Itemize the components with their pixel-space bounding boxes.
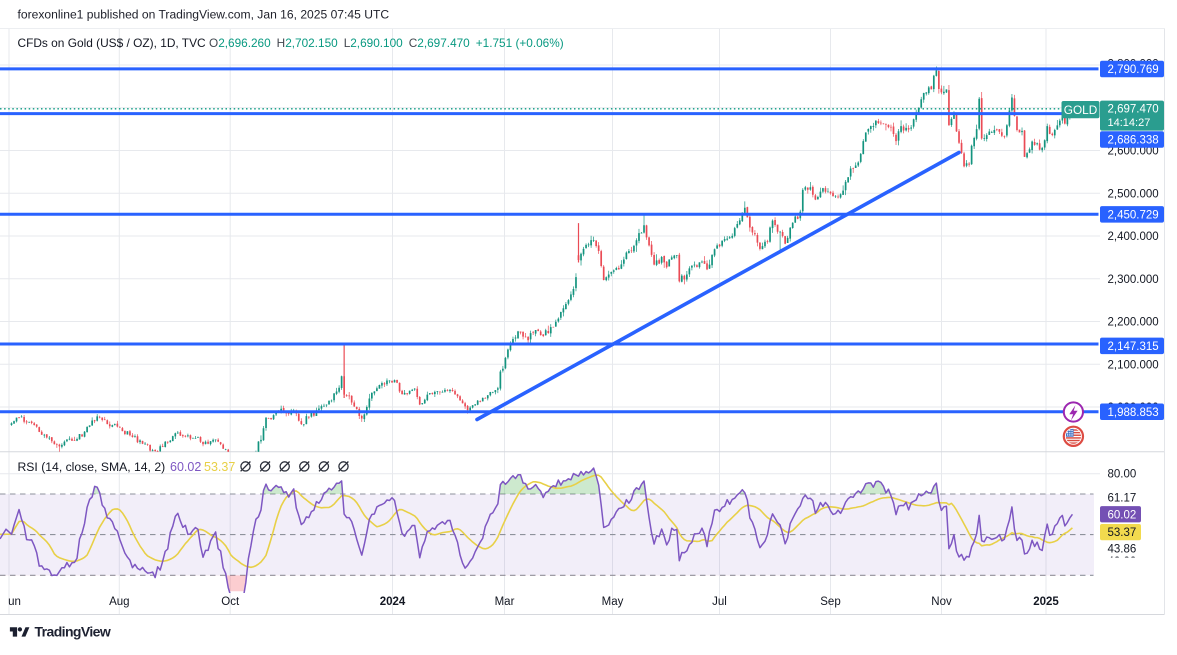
svg-text:53.37: 53.37: [1108, 527, 1137, 539]
svg-text:2,450.729: 2,450.729: [1108, 209, 1159, 221]
svg-text:2,697.470: 2,697.470: [1108, 104, 1159, 116]
svg-text:80.00: 80.00: [1108, 469, 1137, 481]
svg-text:2,790.769: 2,790.769: [1108, 64, 1159, 76]
svg-text:Aug: Aug: [109, 596, 129, 608]
svg-text:2,300.000: 2,300.000: [1108, 274, 1159, 286]
svg-text:RSI (14, close, SMA, 14, 2): RSI (14, close, SMA, 14, 2): [18, 460, 166, 474]
svg-text:60.02: 60.02: [170, 460, 201, 474]
svg-text:Nov: Nov: [931, 596, 952, 608]
svg-text:2,686.338: 2,686.338: [1108, 135, 1159, 147]
svg-text:2024: 2024: [380, 596, 406, 608]
svg-text:2,100.000: 2,100.000: [1108, 359, 1159, 371]
svg-text:14:14:27: 14:14:27: [1108, 117, 1151, 129]
svg-text:43.86: 43.86: [1108, 544, 1137, 556]
svg-text:2,200.000: 2,200.000: [1108, 317, 1159, 329]
svg-text:61.17: 61.17: [1108, 493, 1137, 505]
svg-text:53.37: 53.37: [204, 460, 235, 474]
svg-text:Sep: Sep: [820, 596, 840, 608]
svg-text:1,988.853: 1,988.853: [1108, 407, 1159, 419]
svg-text:2,147.315: 2,147.315: [1108, 341, 1159, 353]
svg-text:Oct: Oct: [221, 596, 240, 608]
svg-text:un: un: [8, 596, 21, 608]
svg-text:forexonline1 published on Trad: forexonline1 published on TradingView.co…: [18, 8, 390, 22]
svg-text:2,600.000: 2,600.000: [1108, 146, 1159, 158]
svg-text:CFDs on Gold (US$ / OZ), 1D, T: CFDs on Gold (US$ / OZ), 1D, TVC: [18, 36, 207, 50]
svg-text:60.02: 60.02: [1108, 509, 1137, 521]
svg-text:2,500.000: 2,500.000: [1108, 188, 1159, 200]
svg-text:TradingView: TradingView: [35, 624, 111, 640]
svg-text:2,400.000: 2,400.000: [1108, 231, 1159, 243]
svg-text:May: May: [602, 596, 624, 608]
svg-text:Mar: Mar: [495, 596, 515, 608]
svg-text:GOLD: GOLD: [1064, 103, 1097, 117]
svg-text:2025: 2025: [1033, 596, 1059, 608]
svg-text:Jul: Jul: [712, 596, 727, 608]
